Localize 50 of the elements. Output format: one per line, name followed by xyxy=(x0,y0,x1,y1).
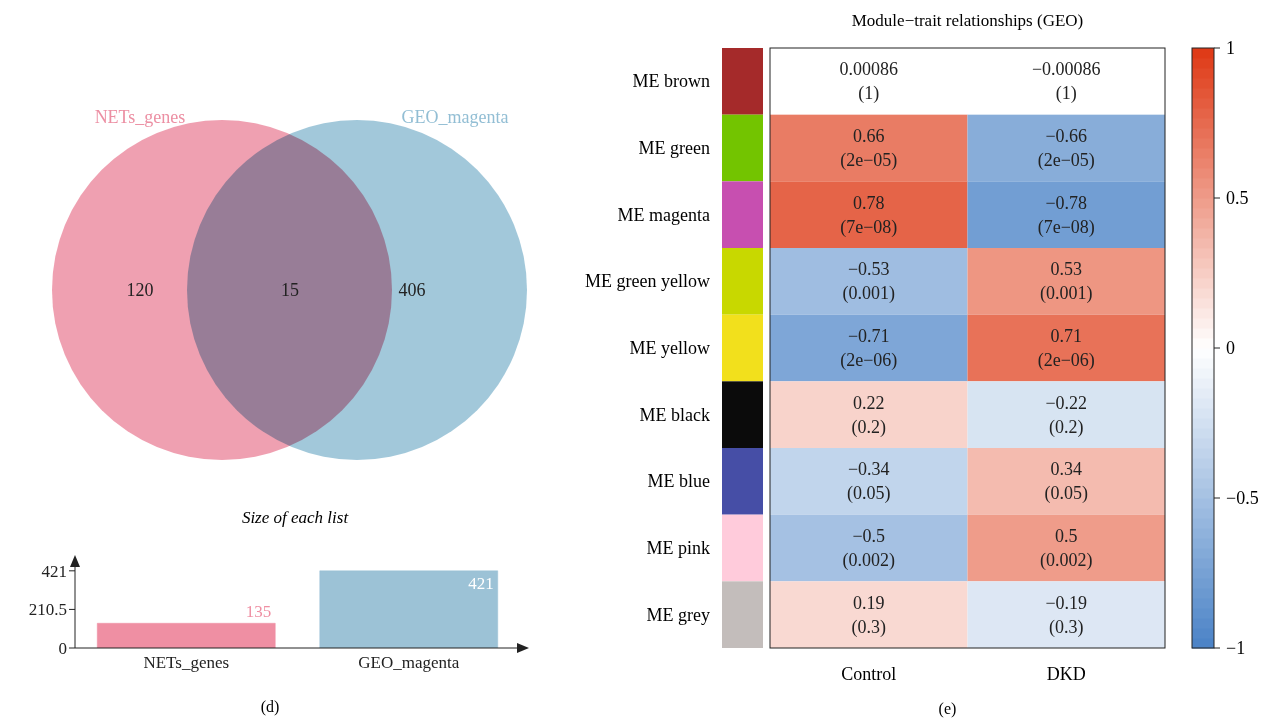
x-tick-label: GEO_magenta xyxy=(358,653,460,673)
color-bar-label: 0 xyxy=(1226,338,1235,358)
data-label: 0.53 (0.001) xyxy=(1040,259,1093,305)
text: 120 xyxy=(126,280,154,300)
data-label: 0.66 (2e−05) xyxy=(840,126,898,171)
data-label: −0.00086 (1) xyxy=(1031,59,1101,105)
data-label: −0.78 (7e−08) xyxy=(1037,192,1095,238)
data-label: −0.5 (0.002) xyxy=(842,526,895,571)
y-tick-label: ME magenta xyxy=(617,204,710,225)
category-label: NETs_genes xyxy=(94,107,186,127)
y-tick-label: ME grey xyxy=(646,604,710,625)
data-label: 0.71 (2e−06) xyxy=(1037,326,1095,371)
data-label: 0.34 (0.05) xyxy=(1044,459,1088,505)
chart-title: Size of each list xyxy=(240,508,350,528)
text: (d) xyxy=(259,698,281,716)
data-label: 0.78 (7e−08) xyxy=(840,192,898,238)
data-label: 0.00086 (1) xyxy=(839,59,898,105)
data-label: −0.53 (0.001) xyxy=(842,259,895,305)
data-label: −0.19 (0.3) xyxy=(1045,592,1088,638)
y-tick-label: ME pink xyxy=(646,538,710,558)
y-tick-label: ME yellow xyxy=(629,338,710,358)
y-tick-label: ME brown xyxy=(632,71,710,92)
category-label: GEO_magenta xyxy=(401,107,509,127)
data-label: 135 xyxy=(245,602,272,622)
data-label: 0.22 (0.2) xyxy=(851,392,886,438)
y-tick-label: ME blue xyxy=(647,471,710,492)
data-label: 0.5 (0.002) xyxy=(1040,526,1093,571)
text: (e) xyxy=(938,700,957,718)
data-label: −0.22 (0.2) xyxy=(1045,392,1088,438)
color-bar-label: 0.5 xyxy=(1226,188,1249,208)
x-tick-label: NETs_genes xyxy=(143,653,230,673)
data-label: −0.34 (0.05) xyxy=(847,459,891,505)
x-tick-label: Control xyxy=(841,664,897,684)
data-label: −0.66 (2e−05) xyxy=(1037,126,1095,171)
y-tick-label: 210.5 xyxy=(28,600,67,620)
text: 406 xyxy=(398,280,426,300)
data-label: 0.19 (0.3) xyxy=(851,592,886,638)
x-tick-label: DKD xyxy=(1046,664,1086,684)
y-tick-label: 421 xyxy=(41,561,67,581)
y-tick-label: ME green xyxy=(638,138,710,158)
chart-title: Module−trait relationships (GEO) xyxy=(851,11,1084,30)
color-bar-label: 1 xyxy=(1226,38,1235,58)
color-bar-label: −0.5 xyxy=(1226,488,1259,508)
data-label: −0.71 (2e−06) xyxy=(840,326,898,371)
y-tick-label: ME green yellow xyxy=(585,271,710,292)
color-bar-label: −1 xyxy=(1226,638,1246,658)
data-label: 421 xyxy=(468,573,494,593)
text: 15 xyxy=(281,280,299,300)
y-tick-label: ME black xyxy=(639,404,710,425)
y-tick-label: 0 xyxy=(58,639,67,659)
